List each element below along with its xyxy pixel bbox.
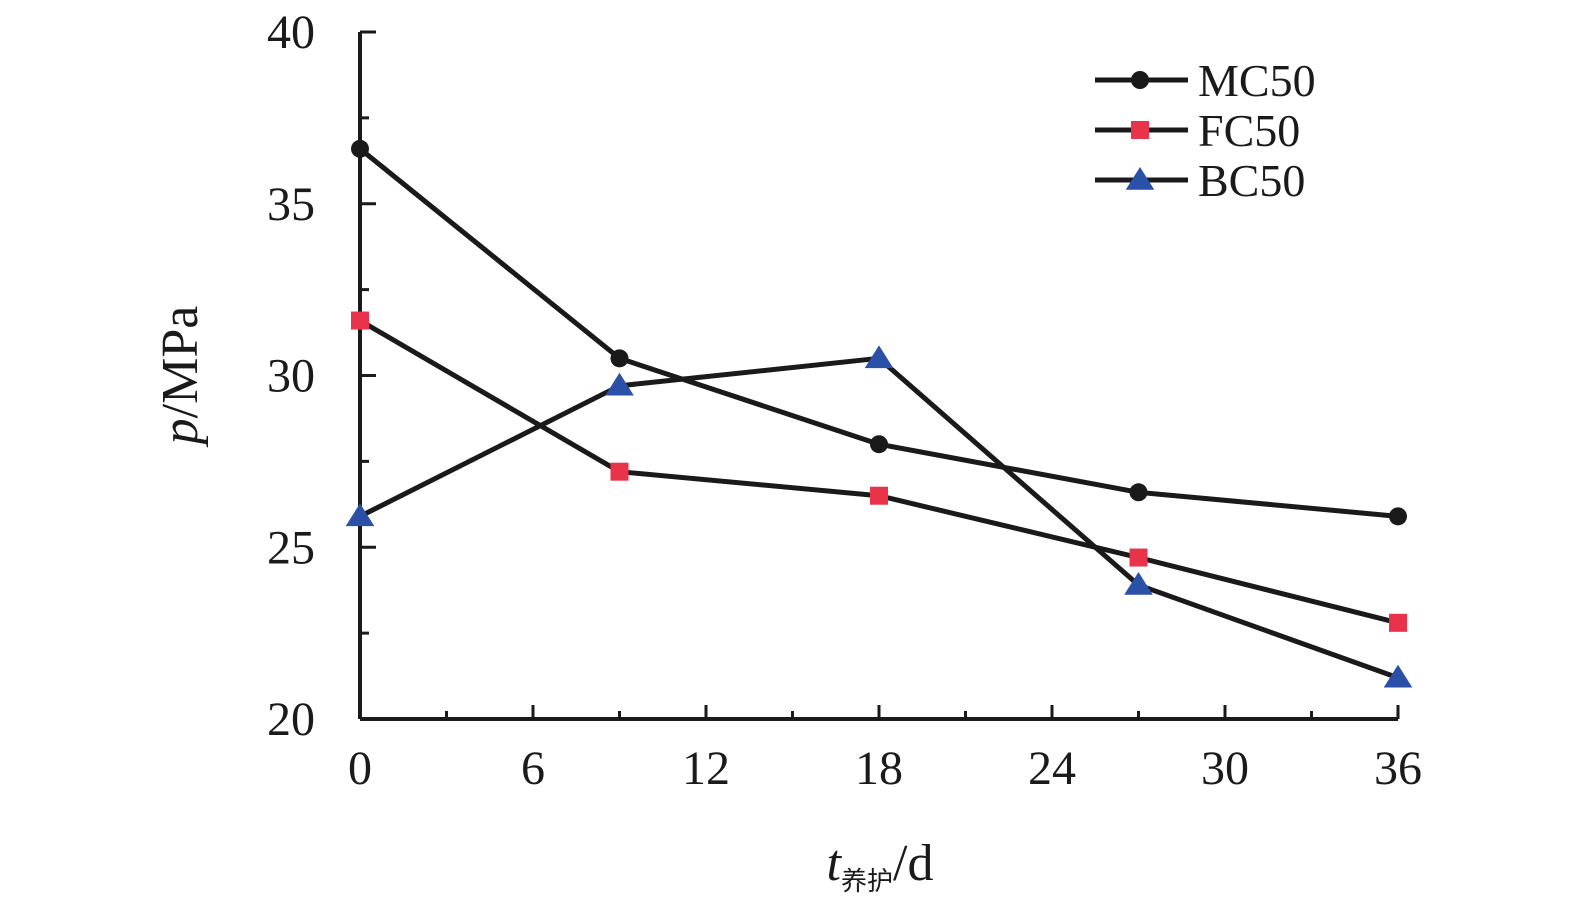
x-tick-label: 6 xyxy=(521,742,545,795)
x-axis-unit: /d xyxy=(893,835,933,892)
data-point-fc50 xyxy=(870,486,888,505)
series-bc50 xyxy=(345,345,1413,688)
data-point-bc50 xyxy=(864,345,894,369)
data-point-mc50 xyxy=(1129,483,1148,502)
y-axis-title: p/MPa xyxy=(152,306,209,449)
data-point-mc50 xyxy=(610,349,629,368)
data-point-mc50 xyxy=(351,139,369,158)
data-point-fc50 xyxy=(1129,548,1148,567)
legend-label-mc50: MC50 xyxy=(1198,55,1316,106)
y-tick-label: 35 xyxy=(267,178,315,231)
x-axis-var: t xyxy=(827,835,843,892)
data-point-mc50 xyxy=(870,435,888,454)
y-axis-unit: /MPa xyxy=(152,306,209,419)
series-mc50 xyxy=(351,139,1407,526)
x-tick-label: 12 xyxy=(682,742,730,795)
data-point-fc50 xyxy=(610,462,629,481)
legend-label-fc50: FC50 xyxy=(1198,105,1300,156)
data-point-bc50 xyxy=(1383,664,1413,688)
x-tick-label: 0 xyxy=(348,742,372,795)
x-tick-label: 30 xyxy=(1201,742,1249,795)
x-axis-title: t养护/d xyxy=(827,835,934,897)
legend-marker-bc50 xyxy=(1125,167,1155,190)
y-axis-var: p xyxy=(152,418,209,448)
data-point-fc50 xyxy=(1389,613,1407,632)
y-tick-label: 25 xyxy=(267,521,315,574)
legend-label-bc50: BC50 xyxy=(1198,155,1305,206)
y-tick-label: 30 xyxy=(267,350,315,403)
x-axis-ticks: 0 6 12 18 24 30 36 xyxy=(348,705,1422,795)
data-point-bc50 xyxy=(605,372,634,396)
series-layer xyxy=(345,139,1413,688)
x-tick-label: 24 xyxy=(1028,742,1076,795)
data-point-mc50 xyxy=(1389,507,1407,526)
x-tick-label: 18 xyxy=(855,742,903,795)
legend-marker-fc50 xyxy=(1131,121,1149,139)
series-line-bc50 xyxy=(358,355,1399,681)
y-axis-ticks: 20 25 30 35 40 xyxy=(267,6,376,746)
x-tick-label: 36 xyxy=(1374,742,1422,795)
legend-marker-mc50 xyxy=(1131,71,1149,89)
legend-item-bc50: BC50 xyxy=(1095,155,1305,206)
series-fc50 xyxy=(351,311,1407,632)
data-point-bc50 xyxy=(345,503,375,527)
legend-item-fc50: FC50 xyxy=(1095,105,1300,156)
y-tick-label: 20 xyxy=(267,693,315,746)
data-point-bc50 xyxy=(1124,572,1153,595)
x-axis-subscript: 养护 xyxy=(841,867,893,897)
y-tick-label: 40 xyxy=(267,6,315,59)
legend-item-mc50: MC50 xyxy=(1095,55,1316,106)
data-point-fc50 xyxy=(351,311,369,330)
